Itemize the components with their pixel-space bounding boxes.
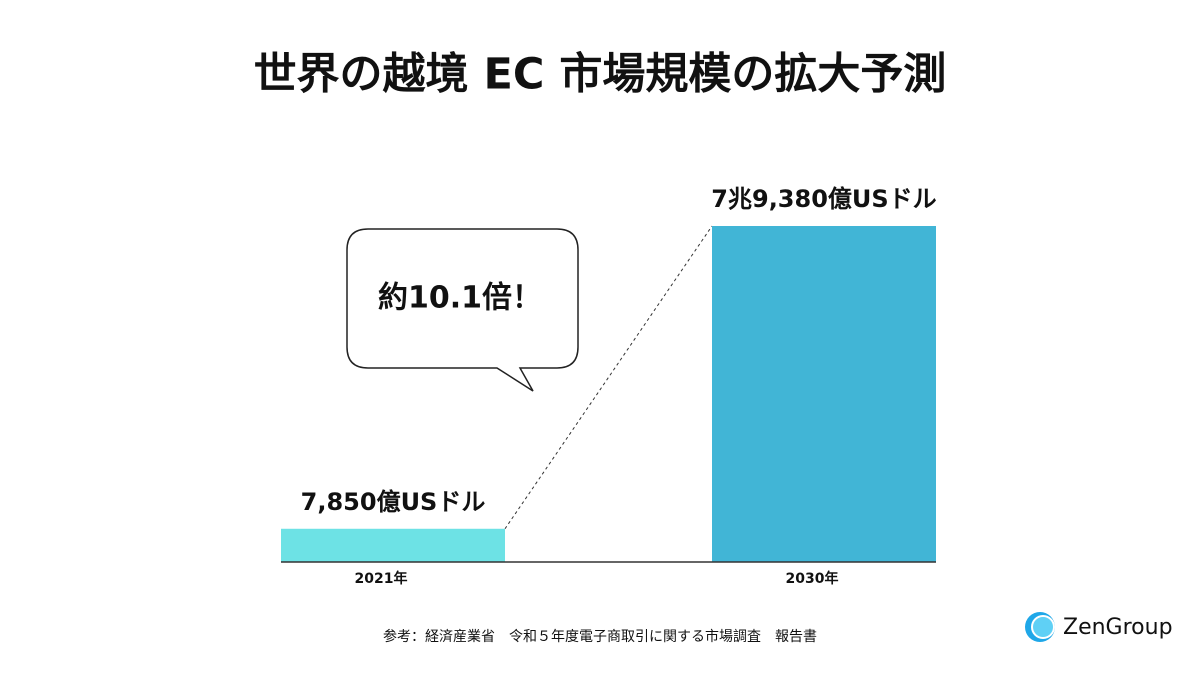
annotation: 約10.1倍！ — [378, 281, 542, 316]
source-note: 参考：経済産業省 令和５年度電子商取引に関する市場調査 報告書 — [383, 628, 817, 645]
logo-mark-inner — [1031, 615, 1055, 639]
value-label: 7,850億USドル — [301, 488, 486, 516]
bar — [712, 226, 936, 562]
bar — [281, 528, 505, 562]
x-tick-label: 2030年 — [786, 570, 839, 587]
x-tick-label: 2021年 — [355, 570, 408, 587]
chart-title: 世界の越境 EC 市場規模の拡大予測 — [254, 50, 947, 100]
logo-text: ZenGroup — [1063, 615, 1173, 640]
value-label: 7兆9,380億USドル — [711, 185, 936, 213]
connector — [504, 225, 713, 530]
speech-bubble — [346, 228, 579, 392]
